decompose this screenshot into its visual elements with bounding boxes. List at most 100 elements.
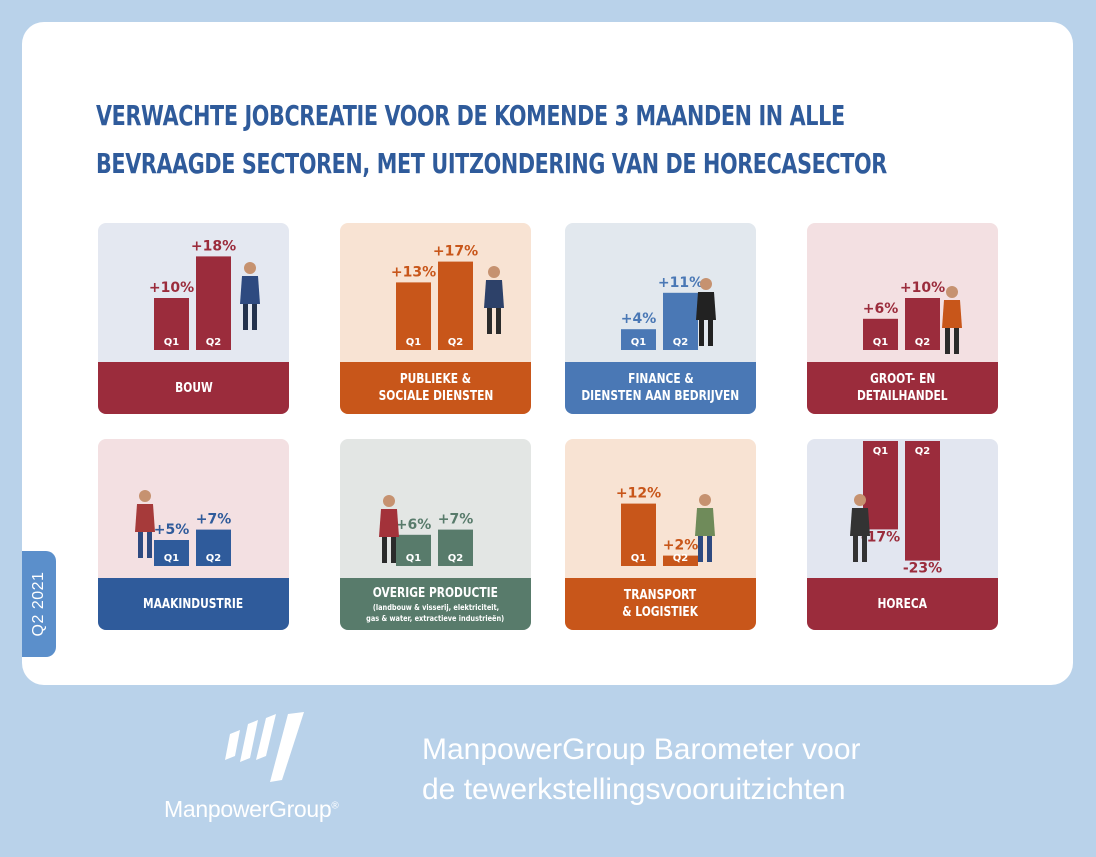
category-label: Q1 bbox=[406, 553, 422, 564]
value-label: +2% bbox=[663, 538, 699, 554]
sector-label: detailhandel bbox=[857, 389, 948, 404]
bar-q2 bbox=[663, 555, 698, 566]
category-label: Q2 bbox=[915, 446, 931, 457]
category-label: Q2 bbox=[673, 553, 689, 564]
bar-chart-bouw: Q1 +10% Q2 +18% bbox=[149, 238, 260, 350]
value-label: +18% bbox=[191, 238, 236, 254]
sector-tile-maak: Q1 +5% Q2 +7% Maakindustrie bbox=[98, 439, 289, 630]
sector-label: Transport bbox=[624, 588, 697, 603]
bar-chart-overig: Q1 +6% Q2 +7% bbox=[379, 495, 474, 566]
value-label: +5% bbox=[154, 522, 190, 538]
value-label: +10% bbox=[900, 280, 945, 296]
bar-q2 bbox=[438, 261, 473, 350]
value-label: +12% bbox=[616, 486, 661, 502]
sector-tile-transport: Q1 +12% Q2 +2% Transport & logistiek bbox=[565, 439, 756, 630]
worker-figure bbox=[696, 278, 716, 346]
sector-tile-overig: Q1 +6% Q2 +7% Overige productie (landbouw & v… bbox=[340, 439, 531, 630]
worker-figure bbox=[484, 266, 504, 334]
sector-label: Bouw bbox=[174, 380, 213, 396]
sector-label: Groot- en bbox=[869, 372, 936, 387]
bar-q2 bbox=[196, 529, 231, 566]
sector-tile-horeca: Q1 -17% Q2 -23% Horeca bbox=[807, 439, 998, 630]
value-label: +11% bbox=[658, 275, 703, 291]
sector-tile-publiek: Q1 +13% Q2 +17% Publieke & sociale diensten bbox=[340, 223, 531, 414]
bar-q2 bbox=[196, 256, 231, 350]
worker-figure bbox=[379, 495, 399, 563]
category-label: Q1 bbox=[164, 337, 180, 348]
sector-sublabel: (landbouw & visserij, elektriciteit, bbox=[372, 602, 499, 612]
category-label: Q1 bbox=[631, 553, 647, 564]
value-label: +4% bbox=[621, 311, 657, 327]
value-label: +7% bbox=[196, 512, 232, 528]
sector-label-band: Bouw bbox=[98, 362, 289, 414]
bar-q1 bbox=[396, 282, 431, 350]
sector-label: & logistiek bbox=[622, 605, 699, 620]
category-label: Q1 bbox=[406, 337, 422, 348]
bar-q1 bbox=[863, 441, 898, 530]
quarter-tab: Q2 2021 bbox=[22, 551, 56, 657]
bar-chart-horeca: Q1 -17% Q2 -23% bbox=[850, 441, 942, 577]
category-label: Q1 bbox=[631, 337, 647, 348]
sector-label: Overige productie bbox=[372, 585, 499, 601]
bar-q1 bbox=[863, 318, 898, 350]
sector-label: Horeca bbox=[877, 596, 928, 612]
bar-q1 bbox=[396, 534, 431, 566]
worker-figure bbox=[850, 494, 870, 562]
category-label: Q2 bbox=[206, 337, 222, 348]
bar-chart-handel: Q1 +6% Q2 +10% bbox=[863, 280, 962, 354]
sector-label-band: Groot- en detailhandel bbox=[807, 362, 998, 414]
sector-tile-finance: Q1 +4% Q2 +11% Finance & diensten aan bedrijv… bbox=[565, 223, 756, 414]
bar-chart-finance: Q1 +4% Q2 +11% bbox=[621, 275, 716, 350]
sector-label-band: Maakindustrie bbox=[98, 578, 289, 630]
value-label: +17% bbox=[433, 244, 478, 260]
sector-label-band: Overige productie (landbouw & visserij, e… bbox=[340, 578, 531, 630]
sector-tile-bouw: Q1 +10% Q2 +18% Bouw bbox=[98, 223, 289, 414]
category-label: Q2 bbox=[206, 553, 222, 564]
value-label: +7% bbox=[438, 512, 474, 528]
worker-figure bbox=[135, 490, 155, 558]
sector-label: diensten aan bedrijven bbox=[581, 389, 740, 404]
bar-chart-publiek: Q1 +13% Q2 +17% bbox=[391, 244, 504, 350]
sector-label-band: Transport & logistiek bbox=[565, 578, 756, 630]
category-label: Q2 bbox=[673, 337, 689, 348]
title-line-2: bevraagde sectoren, met uitzondering van… bbox=[96, 147, 887, 180]
bar-chart-maak: Q1 +5% Q2 +7% bbox=[135, 490, 232, 566]
bar-q1 bbox=[154, 540, 189, 566]
tagline: ManpowerGroup Barometer voor de tewerkst… bbox=[422, 730, 861, 810]
sector-label: Publieke & bbox=[399, 372, 472, 387]
page-title: Verwachte jobcreatie voor de komende 3 m… bbox=[96, 92, 887, 188]
value-label: +6% bbox=[863, 301, 899, 317]
sector-label-band: Finance & diensten aan bedrijven bbox=[565, 362, 756, 414]
bar-q2 bbox=[905, 298, 940, 350]
category-label: Q1 bbox=[164, 553, 180, 564]
bar-q2 bbox=[905, 441, 940, 561]
tagline-line-2: de tewerkstellingsvooruitzichten bbox=[422, 773, 846, 806]
bar-q1 bbox=[154, 298, 189, 350]
value-label: -17% bbox=[861, 529, 900, 545]
value-label: +13% bbox=[391, 264, 436, 280]
quarter-label: Q2 2021 bbox=[30, 571, 47, 637]
bar-q1 bbox=[621, 503, 656, 566]
bar-chart-transport: Q1 +12% Q2+2% bbox=[616, 486, 715, 566]
category-label: Q2 bbox=[448, 337, 464, 348]
category-label: Q2 bbox=[915, 337, 931, 348]
category-label: Q1 bbox=[873, 446, 889, 457]
brand-name: ManpowerGroup® bbox=[164, 796, 339, 822]
manpower-logo-icon bbox=[225, 712, 304, 782]
bar-q1 bbox=[621, 329, 656, 350]
title-line-1: Verwachte jobcreatie voor de komende 3 m… bbox=[96, 99, 845, 132]
value-label: -23% bbox=[903, 561, 942, 577]
sector-sublabel: gas & water, extractieve industrieën) bbox=[366, 613, 505, 623]
worker-figure bbox=[695, 494, 715, 562]
sector-label: Finance & bbox=[627, 372, 694, 387]
value-label: +6% bbox=[396, 517, 432, 533]
value-label: +10% bbox=[149, 280, 194, 296]
bar-q2 bbox=[663, 292, 698, 350]
sector-tile-handel: Q1 +6% Q2 +10% Groot- en detailhandel bbox=[807, 223, 998, 414]
worker-figure bbox=[240, 262, 260, 330]
category-label: Q2 bbox=[448, 553, 464, 564]
sector-label-band: Publieke & sociale diensten bbox=[340, 362, 531, 414]
tagline-line-1: ManpowerGroup Barometer voor bbox=[422, 733, 861, 766]
bar-q2 bbox=[438, 529, 473, 566]
sector-label: sociale diensten bbox=[378, 389, 493, 404]
